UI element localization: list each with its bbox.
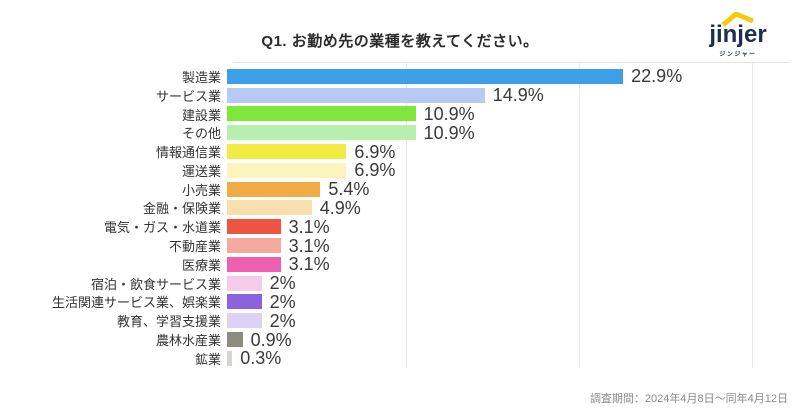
bar-label: サービス業	[155, 88, 221, 104]
bar-value: 0.3%	[240, 348, 282, 369]
bar-row: 運送業 6.9%	[4, 161, 796, 180]
bar-row: その他 10.9%	[4, 123, 796, 142]
bar-label: 金融・保険業	[142, 201, 221, 217]
bar	[227, 162, 347, 178]
bar	[227, 87, 485, 103]
bar-label: 小売業	[181, 182, 221, 198]
bar	[227, 238, 281, 254]
bar-chart: 製造業 22.9% サービス業 14.9% 建設業 10.9% その他 10.9…	[4, 62, 796, 368]
logo-subtitle: ジンジャー	[719, 52, 757, 58]
bar-plot: 2%	[227, 274, 746, 293]
bar-value: 10.9%	[423, 122, 475, 143]
bar-value: 2%	[269, 310, 296, 331]
bar-plot: 3.1%	[227, 236, 746, 255]
bar-value: 2%	[269, 291, 296, 312]
bar-row: 宿泊・飲食サービス業 2%	[4, 274, 796, 293]
bar-plot: 22.9%	[227, 67, 746, 86]
bar-value: 3.1%	[288, 216, 330, 237]
bar-plot: 10.9%	[227, 123, 746, 142]
bar-row: 医療業 3.1%	[4, 255, 796, 274]
bar-label: 建設業	[181, 107, 221, 123]
bar-row: 情報通信業 6.9%	[4, 142, 796, 161]
jinjer-logo: jinjer ジンジャー	[698, 12, 778, 58]
bar-value: 3.1%	[288, 254, 330, 275]
bar-plot: 0.3%	[227, 349, 746, 368]
logo-roof-icon	[721, 12, 754, 27]
bar-value: 22.9%	[631, 66, 683, 87]
bar-plot: 10.9%	[227, 105, 746, 124]
bar-row: 生活関連サービス業、娯楽業 2%	[4, 293, 796, 312]
bar-row: 小売業 5.4%	[4, 180, 796, 199]
bar	[227, 68, 624, 84]
bar	[227, 125, 416, 141]
bar-plot: 3.1%	[227, 217, 746, 236]
bar-label: 教育、学習支援業	[116, 314, 221, 330]
bar	[227, 144, 347, 160]
bar-rows: 製造業 22.9% サービス業 14.9% 建設業 10.9% その他 10.9…	[4, 67, 796, 368]
bar-plot: 4.9%	[227, 199, 746, 218]
bar	[227, 313, 262, 329]
bar-row: 建設業 10.9%	[4, 105, 796, 124]
bar	[227, 219, 281, 235]
bar-row: 鉱業 0.3%	[4, 349, 796, 368]
bar	[227, 332, 243, 348]
bar-row: 不動産業 3.1%	[4, 236, 796, 255]
bar-row: 電気・ガス・水道業 3.1%	[4, 217, 796, 236]
bar-label: 宿泊・飲食サービス業	[90, 276, 221, 292]
bar-label: 農林水産業	[155, 333, 221, 349]
bar-value: 0.9%	[250, 329, 292, 350]
bar-label: その他	[181, 126, 221, 142]
bar-label: 製造業	[181, 69, 221, 85]
bar-value: 4.9%	[319, 197, 361, 218]
bar	[227, 275, 262, 291]
bar-label: 情報通信業	[155, 145, 221, 161]
chart-title: Q1. お勤め先の業種を教えてください。	[261, 33, 539, 50]
bar-plot: 6.9%	[227, 142, 746, 161]
bar-row: 金融・保険業 4.9%	[4, 199, 796, 218]
bar-plot: 6.9%	[227, 161, 746, 180]
survey-period-note: 調査期間：2024年4月8日～同年4月12日	[589, 393, 788, 405]
bar	[227, 200, 312, 216]
bar-plot: 3.1%	[227, 255, 746, 274]
bar-label: 鉱業	[194, 351, 221, 367]
bar-value: 3.1%	[288, 235, 330, 256]
bar-label: 医療業	[181, 257, 221, 273]
bar-label: 生活関連サービス業、娯楽業	[51, 295, 221, 311]
bar-row: 農林水産業 0.9%	[4, 330, 796, 349]
bar-row: サービス業 14.9%	[4, 86, 796, 105]
bar	[227, 294, 262, 310]
bar-plot: 14.9%	[227, 86, 746, 105]
bar-label: 電気・ガス・水道業	[103, 220, 221, 236]
bar-plot: 2%	[227, 293, 746, 312]
bar-label: 不動産業	[168, 239, 221, 255]
bar	[227, 256, 281, 272]
logo-wordmark: jinjer	[709, 21, 767, 48]
bar	[227, 106, 416, 122]
plot-area: 製造業 22.9% サービス業 14.9% 建設業 10.9% その他 10.9…	[4, 62, 796, 368]
bar-row: 製造業 22.9%	[4, 67, 796, 86]
bar	[227, 181, 321, 197]
bar-value: 6.9%	[354, 141, 396, 162]
bar-plot: 0.9%	[227, 330, 746, 349]
bar-label: 運送業	[181, 163, 221, 179]
bar-value: 10.9%	[423, 103, 475, 124]
bar-plot: 5.4%	[227, 180, 746, 199]
plot-top-border	[233, 62, 790, 63]
bar-row: 教育、学習支援業 2%	[4, 311, 796, 330]
bar-value: 6.9%	[354, 160, 396, 181]
bar-value: 5.4%	[328, 179, 370, 200]
bar	[227, 350, 233, 366]
bar-value: 14.9%	[492, 85, 544, 106]
bar-plot: 2%	[227, 311, 746, 330]
bar-value: 2%	[269, 273, 296, 294]
